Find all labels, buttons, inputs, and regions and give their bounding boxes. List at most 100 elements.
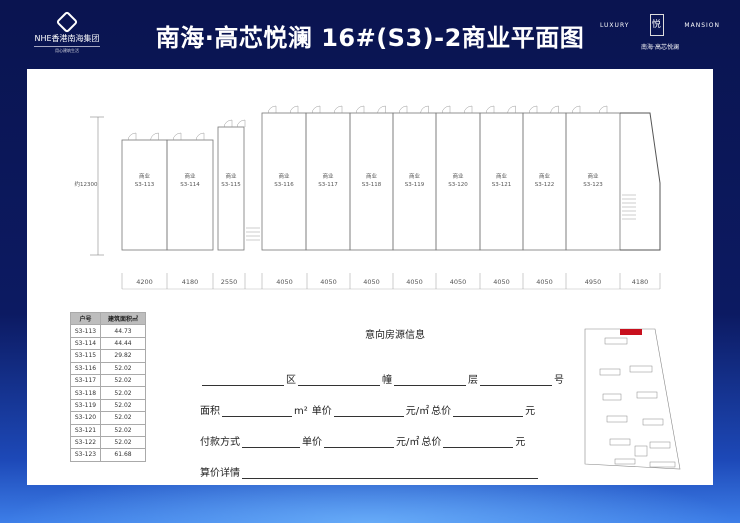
unit-outline bbox=[121, 139, 168, 251]
unit-type-label: 商业 bbox=[496, 172, 508, 180]
area-cell: 52.02 bbox=[100, 398, 146, 413]
height-dimension-label: 约12300 bbox=[75, 180, 98, 188]
detail-field[interactable] bbox=[242, 467, 538, 479]
logo-subtext: 用心建筑生活 bbox=[34, 46, 100, 54]
site-map bbox=[584, 328, 681, 470]
unit-type-label: 商业 bbox=[278, 172, 290, 180]
floor-field[interactable] bbox=[394, 374, 466, 386]
unit-number-label: S3-116 bbox=[274, 182, 294, 188]
number-label: 号 bbox=[554, 375, 564, 386]
unit-number-label: S3-119 bbox=[405, 182, 425, 188]
sqm-label: m² bbox=[294, 406, 308, 417]
dimension-label: 4050 bbox=[406, 278, 423, 286]
district-label: 区 bbox=[286, 375, 296, 386]
unit-type-label: 商业 bbox=[587, 172, 599, 180]
unit-price-field-2[interactable] bbox=[324, 436, 394, 448]
door-icon bbox=[236, 119, 246, 128]
unit-type-label: 商业 bbox=[225, 172, 237, 180]
door-icon bbox=[311, 105, 321, 114]
table-row: S3-118 52.02 bbox=[70, 386, 146, 400]
number-field[interactable] bbox=[480, 374, 552, 386]
door-icon bbox=[172, 132, 182, 141]
payment-field[interactable] bbox=[242, 436, 300, 448]
unit-number-label: S3-123 bbox=[583, 182, 603, 188]
area-cell: 52.02 bbox=[100, 423, 146, 437]
highlight-marker bbox=[620, 329, 642, 335]
unit-type-label: 商业 bbox=[366, 172, 378, 180]
unit-cell: S3-113 bbox=[70, 324, 101, 338]
table-row: S3-116 52.02 bbox=[70, 361, 146, 375]
company-logo: NHE香港南海集团 用心建筑生活 bbox=[22, 10, 112, 54]
table-row: S3-122 52.02 bbox=[70, 435, 146, 450]
unit-number-label: S3-122 bbox=[535, 182, 554, 188]
door-icon bbox=[150, 132, 159, 141]
area-field[interactable] bbox=[222, 405, 292, 417]
building-label: 幢 bbox=[382, 375, 392, 386]
intent-form: 意向房源信息 区 幢 层 号 面积 m² 单价 元/㎡ 总价元 付款方式 单价 元/㎡… bbox=[200, 326, 570, 479]
unit-cell: S3-122 bbox=[70, 435, 101, 450]
area-cell: 52.02 bbox=[100, 435, 146, 450]
brand-subtext: 南海·高芯悦澜 bbox=[641, 44, 679, 51]
dimension-label: 2550 bbox=[221, 278, 238, 286]
door-icon bbox=[598, 105, 608, 114]
table-row: S3-113 44.73 bbox=[70, 324, 146, 338]
brand-logo: LUXURY 悦 MANSION 南海·高芯悦澜 bbox=[600, 14, 720, 51]
unit-type-label: 商业 bbox=[184, 172, 196, 180]
dimension-label: 4050 bbox=[536, 278, 553, 286]
total-field[interactable] bbox=[453, 405, 524, 417]
stair-core-outline bbox=[620, 112, 661, 251]
area-cell: 52.02 bbox=[100, 373, 146, 388]
unit-cell: S3-116 bbox=[70, 361, 101, 375]
building-field[interactable] bbox=[298, 374, 380, 386]
table-row: S3-120 52.02 bbox=[70, 411, 146, 425]
form-row-payment: 付款方式 单价 元/㎡ 总价 元 bbox=[200, 417, 570, 448]
brand-right: MANSION bbox=[684, 21, 720, 29]
unit-cell: S3-114 bbox=[70, 336, 101, 351]
unit-cell: S3-117 bbox=[70, 373, 101, 388]
door-icon bbox=[289, 105, 299, 114]
unit-number-label: S3-114 bbox=[180, 182, 200, 188]
area-label: 面积 bbox=[200, 406, 220, 417]
dimension-label: 4050 bbox=[450, 278, 467, 286]
unit-cell: S3-121 bbox=[70, 423, 101, 437]
yuan-sqm-label-2: 元/㎡ bbox=[396, 437, 420, 448]
dimension-label: 4950 bbox=[585, 278, 602, 286]
unit-outline bbox=[166, 139, 214, 251]
unit-cell: S3-118 bbox=[70, 386, 101, 400]
unit-type-label: 商业 bbox=[409, 172, 421, 180]
unit-price-label-2: 单价 bbox=[302, 437, 322, 448]
table-row: S3-121 52.02 bbox=[70, 423, 146, 437]
form-row-area: 面积 m² 单价 元/㎡ 总价 元 bbox=[200, 386, 570, 417]
door-icon bbox=[507, 105, 516, 114]
unit-number-label: S3-120 bbox=[448, 182, 468, 188]
unit-type-label: 商业 bbox=[139, 172, 151, 180]
brand-monogram-icon: 悦 bbox=[649, 14, 664, 36]
unit-price-field[interactable] bbox=[333, 405, 404, 417]
door-icon bbox=[398, 105, 408, 114]
unit-number-label: S3-117 bbox=[318, 182, 338, 188]
table-row: S3-115 29.82 bbox=[70, 349, 146, 363]
dimension-label: 4050 bbox=[363, 278, 380, 286]
logo-text: NHE香港南海集团 bbox=[34, 34, 100, 43]
door-icon bbox=[377, 105, 386, 114]
dimension-label: 4050 bbox=[320, 278, 337, 286]
header-area: 建筑面积㎡ bbox=[100, 311, 146, 326]
brand-left: LUXURY bbox=[600, 21, 630, 29]
total-field-2[interactable] bbox=[443, 436, 514, 448]
form-row-detail: 算价详情 bbox=[200, 448, 570, 479]
total-label-2: 总价 bbox=[421, 437, 442, 448]
door-icon bbox=[550, 105, 559, 114]
unit-type-label: 商业 bbox=[452, 172, 464, 180]
district-field[interactable] bbox=[202, 374, 284, 386]
table-row: S3-119 52.02 bbox=[70, 398, 146, 413]
unit-price-label: 单价 bbox=[311, 406, 332, 417]
table-row: S3-114 44.44 bbox=[70, 336, 146, 351]
floor-plan: 商业 S3-113 商业 S3-114 商业 S3-115 商业 S3-116 商业 S3-117… bbox=[75, 105, 661, 290]
form-title: 意向房源信息 bbox=[365, 330, 425, 341]
area-cell: 44.44 bbox=[100, 336, 146, 351]
dimension-label: 4050 bbox=[493, 278, 510, 286]
door-icon bbox=[463, 105, 473, 114]
door-icon bbox=[333, 105, 343, 114]
area-table: 户号 建筑面积㎡ S3-113 44.73 S3-114 44.44 S3-115 29.8… bbox=[70, 311, 146, 462]
dimension-label: 4180 bbox=[182, 278, 199, 286]
